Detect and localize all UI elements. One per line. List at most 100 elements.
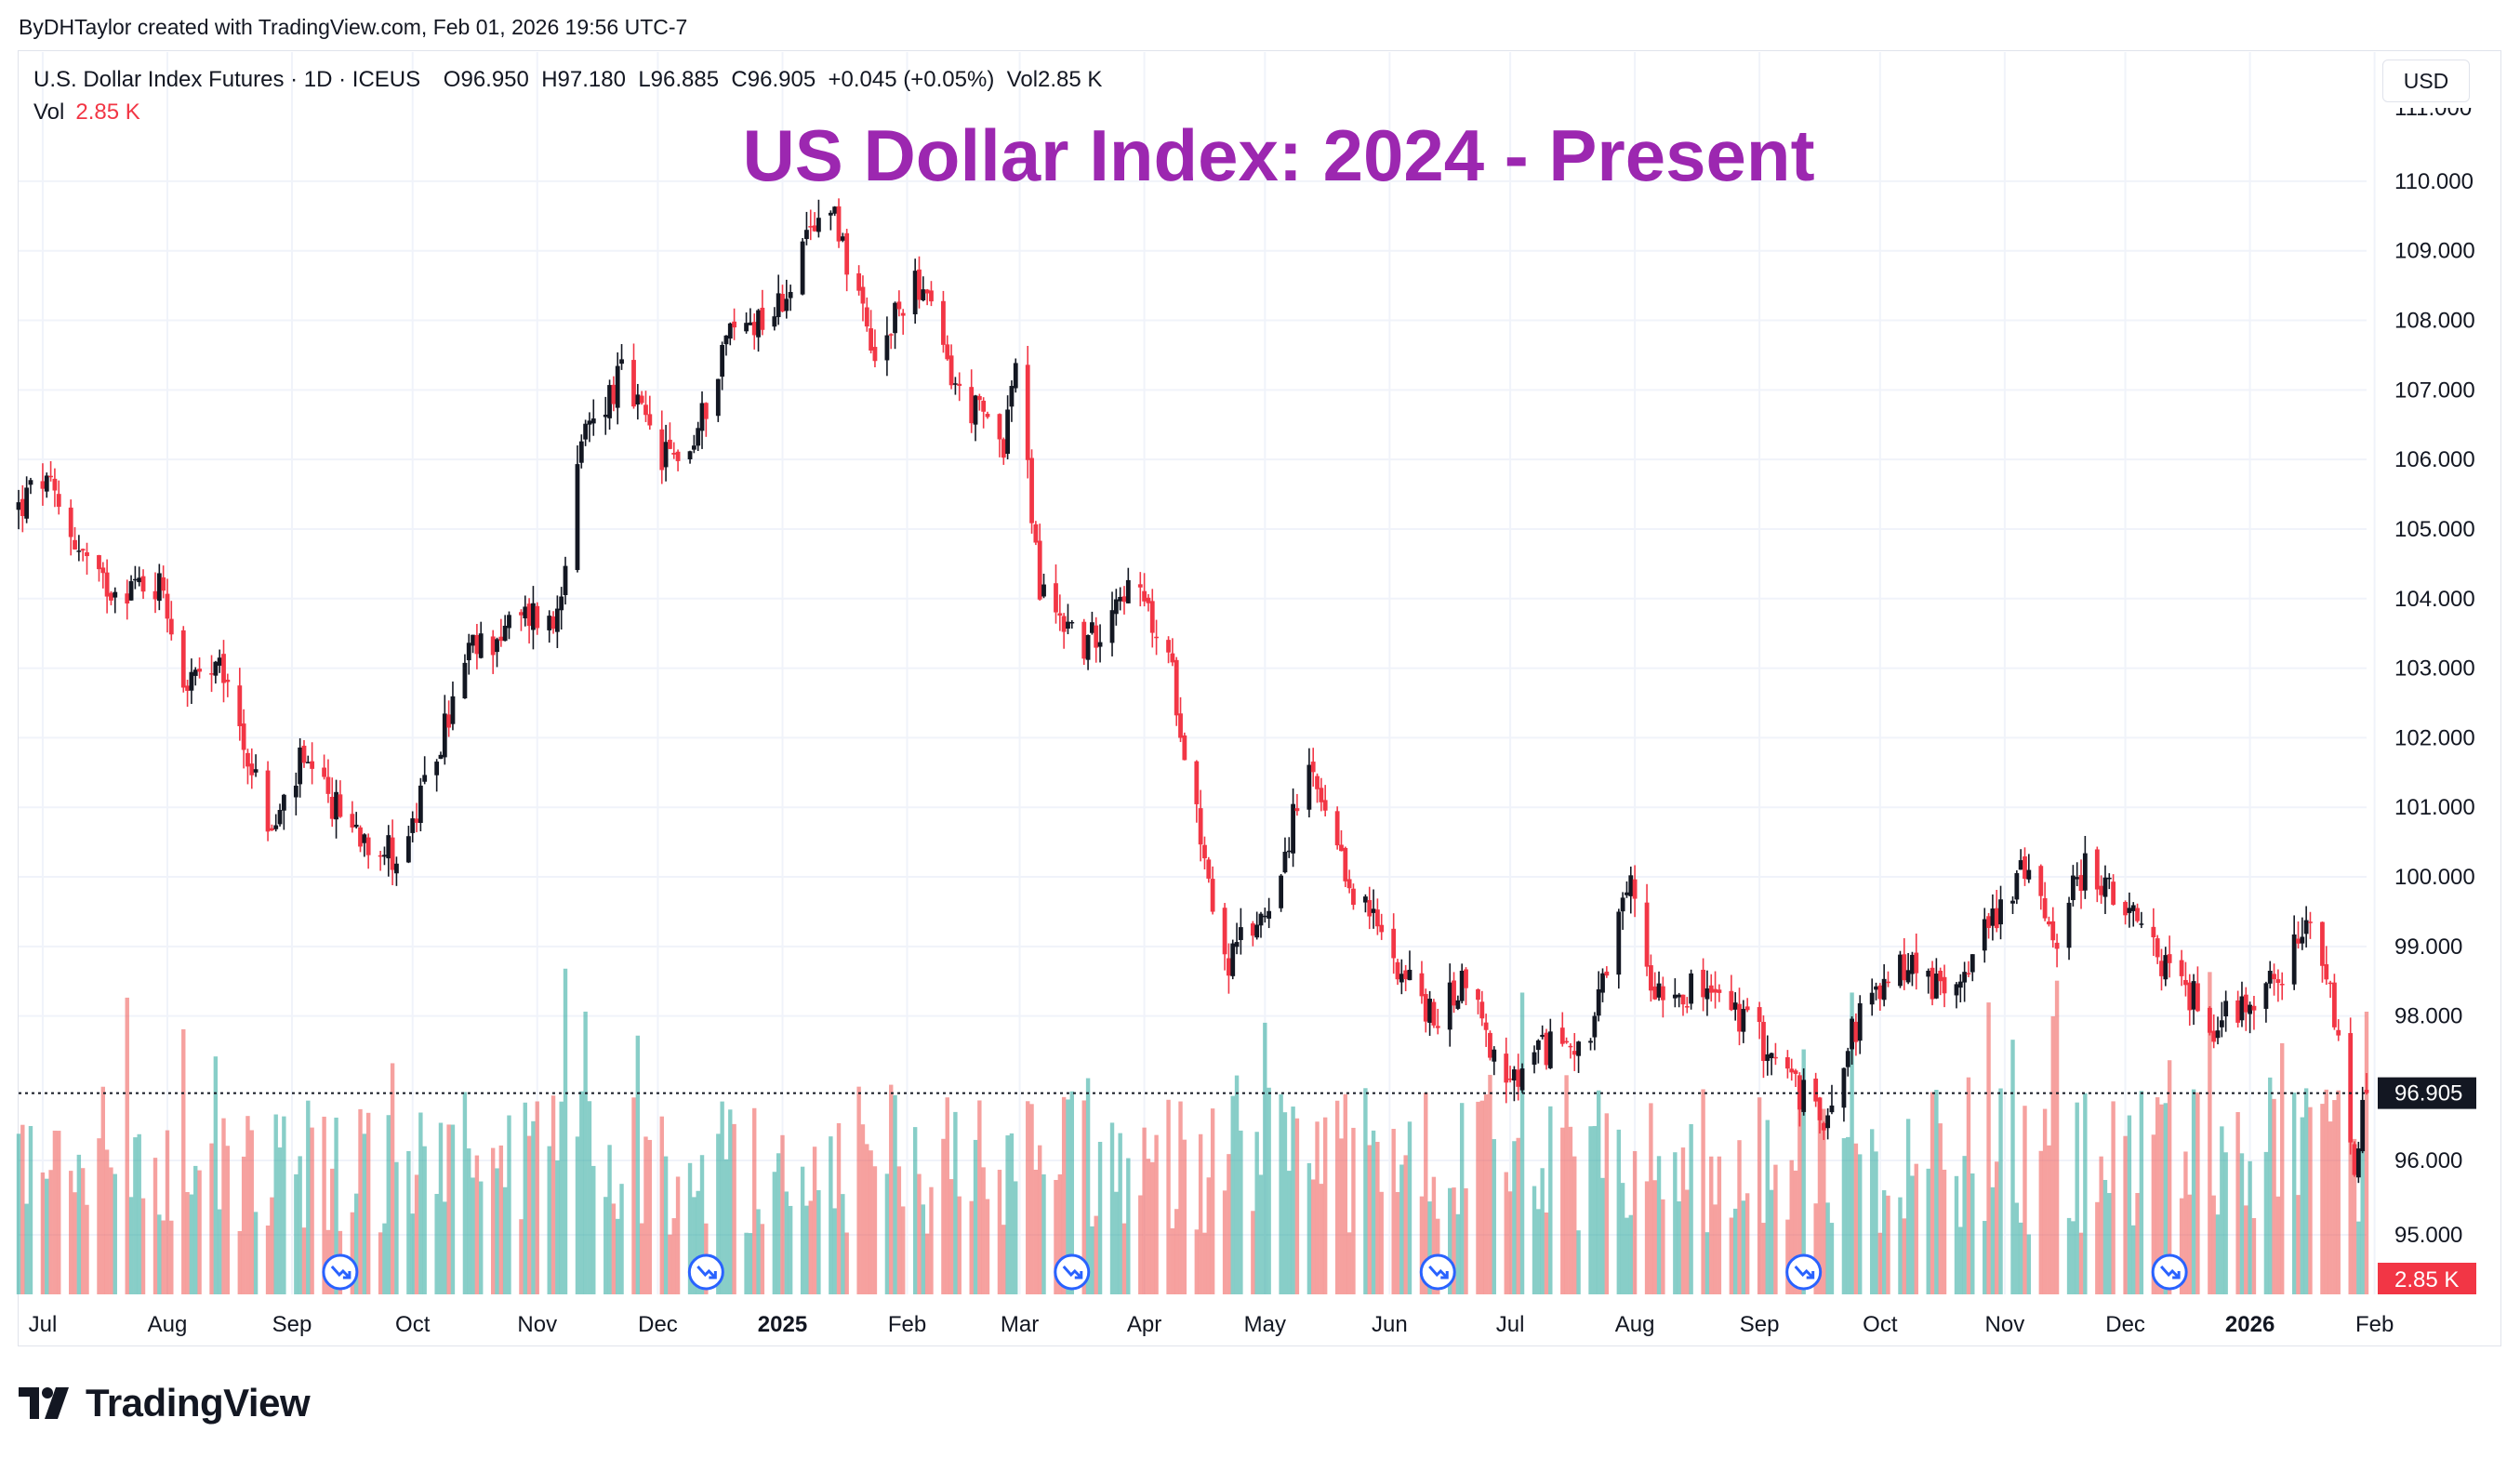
candle-body: [2026, 869, 2032, 880]
time-tick-label: Feb: [888, 1312, 926, 1337]
volume-bar: [414, 1174, 419, 1294]
event-marker-icon[interactable]: [2151, 1253, 2188, 1291]
candle-body: [1857, 1002, 1863, 1041]
volume-bar: [1315, 1121, 1320, 1294]
event-marker-icon[interactable]: [322, 1253, 359, 1291]
event-marker-icon[interactable]: [1419, 1253, 1456, 1291]
candle-body: [1090, 622, 1094, 633]
volume-bar: [583, 1011, 588, 1294]
candle-body: [24, 487, 30, 519]
volume-bar: [1620, 1183, 1625, 1294]
candle-body: [1625, 892, 1629, 895]
volume-bars: [16, 968, 2369, 1294]
candle-body: [1881, 978, 1887, 1001]
candle-body: [900, 312, 906, 316]
volume-bar: [716, 1133, 721, 1294]
volume-bar: [2296, 1195, 2301, 1294]
candle-body: [192, 669, 198, 676]
candle-body: [2267, 971, 2273, 984]
volume-bar: [1427, 1201, 1432, 1294]
volume-bar: [1166, 1099, 1171, 1294]
volume-bar: [28, 1125, 33, 1294]
time-tick-label: Jun: [1372, 1312, 1408, 1337]
volume-bar: [1604, 1113, 1610, 1294]
candle-body: [2155, 938, 2160, 958]
candle-body: [1986, 916, 1991, 928]
volume-bar: [1560, 1127, 1565, 1294]
volume-bar: [2308, 1107, 2313, 1294]
candle-body: [20, 498, 25, 516]
candle-body: [1230, 943, 1236, 976]
event-marker-icon[interactable]: [1785, 1253, 1823, 1291]
volume-bar: [181, 1028, 186, 1294]
time-tick-label: Nov: [1985, 1312, 2025, 1337]
candlestick-chart[interactable]: 110.000 109.000 108.000 107.000 106.000 105.0…: [0, 0, 2520, 1348]
volume-bar: [330, 1168, 335, 1294]
candle-body: [812, 225, 817, 232]
volume-bar: [2078, 1232, 2084, 1294]
candle-body: [856, 272, 862, 291]
volume-bar: [981, 1167, 986, 1294]
volume-bar: [720, 1101, 724, 1294]
volume-bar: [165, 1130, 170, 1294]
candle-body: [1532, 1052, 1537, 1065]
candle-body: [2303, 920, 2309, 934]
volume-bar: [1632, 1150, 1638, 1294]
candle-body: [715, 378, 721, 417]
time-tick-label: Apr: [1127, 1312, 1161, 1337]
candle-body: [1737, 1003, 1742, 1032]
ohlc-values: O96.950 H97.180 L96.885 C96.905 +0.045 (…: [444, 67, 1103, 92]
candle-body: [322, 767, 326, 777]
candle-body: [241, 723, 246, 750]
candle-body: [2066, 902, 2072, 948]
price-tick-label: 95.000: [2394, 1223, 2462, 1248]
volume-bar: [2248, 1160, 2252, 1294]
volume-bar: [1057, 1173, 1063, 1294]
candle-body: [2235, 1000, 2241, 1023]
volume-bar: [1822, 1108, 1826, 1294]
candle-body: [478, 633, 484, 658]
volume-bar: [209, 1143, 214, 1294]
volume-bar: [844, 1232, 849, 1294]
volume-bar: [788, 1205, 793, 1294]
candle-body: [780, 294, 785, 311]
candle-body: [48, 475, 53, 478]
volume-bar: [1109, 1122, 1115, 1294]
candle-body: [523, 606, 528, 618]
candle-body: [353, 824, 359, 828]
volume-bar: [1306, 1162, 1312, 1294]
volume-bar: [1507, 1191, 1513, 1294]
time-tick-label: Jul: [29, 1312, 58, 1337]
candle-body: [917, 269, 922, 300]
volume-bar: [1625, 1217, 1629, 1294]
currency-button[interactable]: USD: [2382, 60, 2470, 102]
volume-bar: [1568, 1126, 1573, 1294]
volume-bar: [1194, 1229, 1200, 1294]
volume-bar: [241, 1156, 246, 1294]
candle-body: [643, 404, 648, 416]
candle-body: [329, 796, 335, 819]
candle-body: [80, 549, 86, 551]
volume-bar: [1769, 1189, 1774, 1294]
candle-body: [1182, 735, 1187, 761]
tradingview-logo[interactable]: TradingView: [19, 1381, 311, 1425]
candle-body: [1483, 1022, 1489, 1030]
candle-body: [2211, 1030, 2217, 1042]
candle-body: [73, 539, 77, 550]
volume-bar: [446, 1124, 451, 1294]
price-tick-label: 99.000: [2394, 934, 2462, 960]
event-marker-icon[interactable]: [1054, 1253, 1091, 1291]
event-marker-icon[interactable]: [687, 1253, 724, 1291]
candle-body: [1797, 1075, 1802, 1110]
time-tick-label: Oct: [395, 1312, 431, 1337]
volume-bar: [495, 1168, 499, 1294]
volume-bar: [2071, 1221, 2076, 1294]
candle-body: [1222, 908, 1227, 955]
volume-bar: [804, 1205, 809, 1294]
volume-bar: [133, 1137, 138, 1294]
time-tick-label: Sep: [1740, 1312, 1780, 1337]
candle-body: [2094, 849, 2100, 890]
volume-bar: [977, 1100, 982, 1294]
candle-body: [1793, 1070, 1798, 1074]
candle-body: [2078, 875, 2084, 892]
